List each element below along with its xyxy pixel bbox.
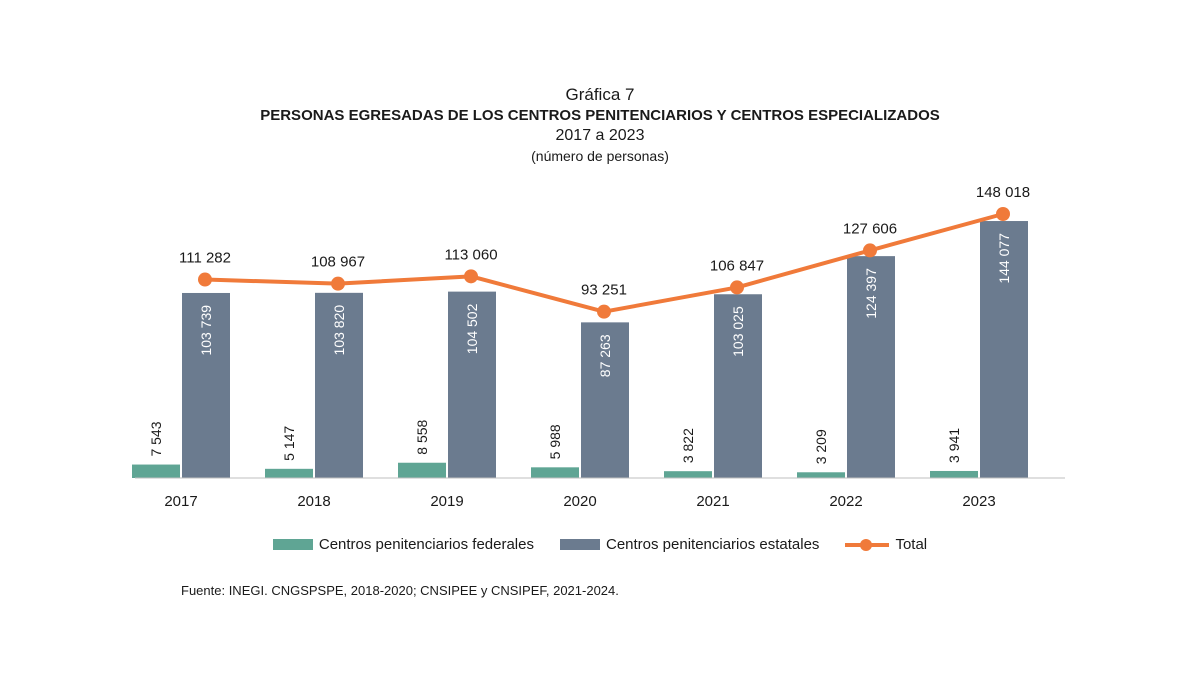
legend-item-federales: Centros penitenciarios federales — [272, 536, 534, 553]
legend-label-federales: Centros penitenciarios federales — [318, 536, 534, 553]
legend-swatch-estatales — [559, 539, 600, 550]
bar-estatales — [448, 291, 496, 478]
bar-estatales — [847, 256, 895, 478]
data-label-federales: 3 822 — [680, 428, 696, 463]
chart-unit: (número de personas) — [531, 148, 669, 164]
total-point — [597, 304, 611, 319]
data-label-total: 106 847 — [710, 257, 764, 274]
bar-estatales — [315, 292, 363, 478]
total-point — [863, 243, 877, 258]
legend: Centros penitenciarios federales Centros… — [0, 536, 1200, 553]
data-label-federales: 3 209 — [813, 429, 829, 464]
total-point — [996, 207, 1010, 221]
bar-federales — [132, 464, 180, 478]
x-tick-label: 2017 — [164, 493, 197, 510]
data-label-estatales: 103 025 — [730, 306, 746, 357]
data-label-federales: 5 147 — [281, 426, 297, 461]
data-label-estatales: 144 077 — [996, 233, 1012, 284]
legend-label-total: Total — [895, 536, 928, 553]
bar-federales — [265, 468, 313, 478]
x-tick-label: 2023 — [962, 493, 995, 510]
data-label-estatales: 103 739 — [198, 305, 214, 356]
data-label-total: 111 282 — [179, 250, 231, 267]
chart-title: PERSONAS EGRESADAS DE LOS CENTROS PENITE… — [260, 107, 940, 124]
data-label-total: 113 060 — [444, 246, 497, 263]
data-label-total: 148 018 — [976, 184, 1030, 201]
total-point — [331, 276, 345, 291]
x-tick-label: 2019 — [430, 493, 463, 510]
total-point — [730, 280, 744, 295]
legend-item-estatales: Centros penitenciarios estatales — [559, 536, 820, 553]
bar-estatales — [714, 294, 762, 478]
data-label-estatales: 87 263 — [597, 334, 613, 377]
legend-swatch-total — [845, 538, 890, 551]
bar-estatales — [980, 221, 1028, 478]
data-label-federales: 5 988 — [547, 424, 563, 459]
bar-federales — [930, 470, 978, 478]
data-label-federales: 7 543 — [148, 421, 164, 456]
data-label-total: 93 251 — [581, 282, 627, 299]
source-note: Fuente: INEGI. CNGSPSPE, 2018-2020; CNSI… — [181, 583, 619, 598]
data-label-estatales: 124 397 — [863, 268, 879, 319]
total-point — [464, 269, 478, 284]
bar-federales — [797, 472, 845, 478]
data-label-estatales: 104 502 — [464, 303, 480, 354]
chart-period: 2017 a 2023 — [555, 127, 645, 144]
figure-label: Gráfica 7 — [565, 85, 635, 104]
bar-estatales — [182, 292, 230, 478]
legend-label-estatales: Centros penitenciarios estatales — [605, 536, 820, 553]
data-label-total: 108 967 — [311, 254, 365, 271]
data-label-total: 127 606 — [843, 220, 897, 237]
bar-estatales — [581, 322, 629, 478]
data-label-estatales: 103 820 — [331, 305, 347, 356]
bar-federales — [664, 471, 712, 478]
total-point — [198, 272, 212, 287]
x-tick-label: 2021 — [696, 493, 729, 510]
legend-item-total: Total — [845, 536, 927, 553]
x-tick-label: 2020 — [563, 493, 596, 510]
chart-header: Gráfica 7 PERSONAS EGRESADAS DE LOS CENT… — [0, 84, 1200, 166]
data-label-federales: 8 558 — [414, 419, 430, 454]
x-tick-label: 2018 — [297, 493, 330, 510]
bar-federales — [398, 462, 446, 478]
x-tick-label: 2022 — [829, 493, 862, 510]
legend-swatch-federales — [272, 539, 313, 550]
data-label-federales: 3 941 — [946, 428, 962, 463]
bar-federales — [531, 467, 579, 478]
